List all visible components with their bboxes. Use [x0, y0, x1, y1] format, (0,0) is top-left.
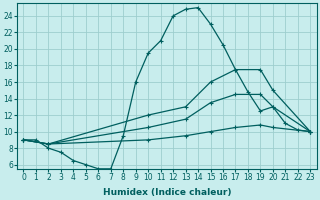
X-axis label: Humidex (Indice chaleur): Humidex (Indice chaleur) — [103, 188, 231, 197]
